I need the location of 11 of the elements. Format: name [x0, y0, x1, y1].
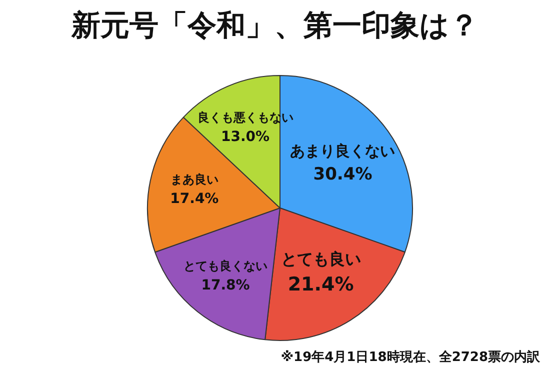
chart-title: 新元号「令和」、第一印象は？	[70, 7, 480, 44]
data-label: 17.4%	[170, 191, 219, 208]
slice-label: とても良くない	[184, 258, 268, 273]
data-label: 13.0%	[220, 128, 270, 145]
data-label: 17.8%	[201, 278, 250, 294]
text: ※19年4月1日18時現在、全2728票の内訳	[280, 349, 540, 366]
slice-label: とても良い	[280, 250, 361, 269]
slice-label: まあ良い	[170, 172, 218, 187]
slice-label: あまり良くない	[290, 142, 396, 160]
data-label: 30.4%	[313, 164, 372, 185]
data-label: 21.4%	[288, 274, 354, 296]
